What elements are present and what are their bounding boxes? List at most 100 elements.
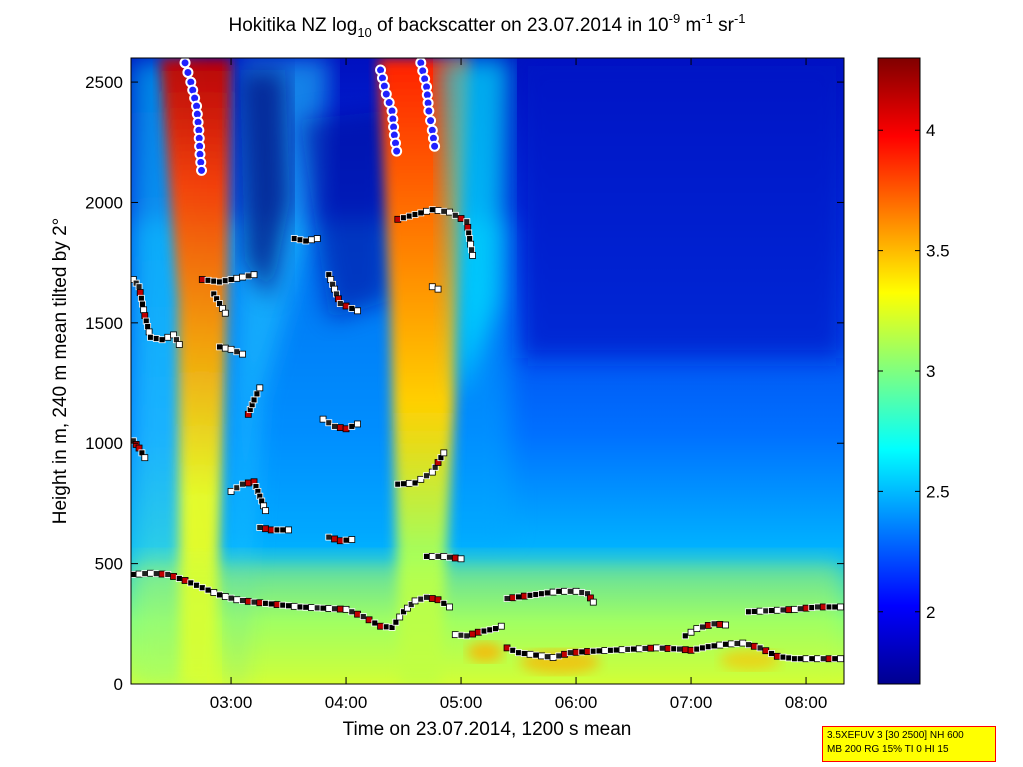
colorbar-tick-label: 2 (926, 603, 935, 622)
layer-marker (572, 587, 580, 595)
layer-marker (313, 235, 321, 242)
layer-marker (745, 608, 752, 616)
layer-marker (135, 283, 143, 291)
layer-marker (336, 300, 344, 307)
layer-marker (549, 654, 557, 661)
x-tick-label: 06:00 (555, 693, 598, 712)
layer-marker (773, 652, 781, 660)
layer-marker (503, 644, 511, 652)
layer-marker (584, 648, 591, 655)
layer-marker (440, 207, 448, 215)
layer-marker (354, 307, 361, 315)
layer-marker (388, 624, 396, 631)
colorbar-tick-label: 2.5 (926, 482, 950, 501)
layer-marker (618, 646, 626, 654)
layer-marker (423, 207, 430, 215)
layer-marker (486, 626, 494, 634)
y-tick-label: 1500 (85, 314, 123, 333)
layer-marker (262, 525, 269, 533)
layer-marker (819, 655, 827, 663)
layer-marker (250, 396, 258, 404)
layer-marker (733, 640, 741, 647)
layer-marker (653, 644, 660, 652)
layer-marker (137, 294, 145, 302)
layer-marker (417, 475, 425, 483)
layer-marker (532, 591, 540, 598)
layer-marker (555, 587, 563, 595)
layer-marker (204, 586, 212, 594)
layer-marker (392, 618, 400, 626)
layer-marker (469, 630, 476, 638)
layer-marker (244, 479, 252, 487)
layer-marker (463, 218, 471, 226)
layer-marker (532, 651, 540, 659)
layer-marker (704, 622, 712, 629)
layer-marker (256, 599, 264, 607)
layer-marker (423, 472, 430, 480)
layer-marker (773, 606, 781, 614)
layer-marker (256, 384, 264, 392)
cloud-top-marker (196, 164, 208, 176)
layer-marker (411, 211, 419, 218)
layer-marker (647, 644, 655, 652)
layer-marker (480, 627, 488, 635)
layer-marker (221, 593, 229, 600)
layer-marker (446, 553, 453, 561)
layer-marker (233, 484, 241, 492)
layer-markers (131, 206, 844, 663)
layer-marker (428, 595, 436, 602)
layer-marker (543, 653, 551, 661)
layer-marker (239, 273, 246, 281)
x-tick-label: 08:00 (785, 693, 828, 712)
layer-marker (837, 603, 844, 611)
layer-marker (572, 648, 580, 656)
layer-marker (348, 304, 356, 312)
info-box: 3.5XEFUV 3 [30 2500] NH 600 MB 200 RG 15… (822, 726, 996, 762)
layer-marker (520, 650, 528, 657)
layer-marker (664, 645, 672, 652)
layer-marker (658, 644, 666, 652)
x-tick-label: 07:00 (670, 693, 713, 712)
layer-marker (336, 424, 344, 431)
layer-marker (250, 598, 258, 606)
layer-marker (285, 602, 292, 610)
layer-marker (221, 309, 229, 317)
layer-marker (635, 645, 643, 653)
layer-marker (400, 214, 407, 222)
layer-marker (578, 589, 586, 596)
layer-marker (267, 526, 275, 534)
layer-marker (601, 647, 609, 654)
layer-marker (543, 589, 551, 597)
layer-marker (216, 278, 223, 286)
layer-marker (396, 613, 404, 621)
layer-marker (140, 306, 148, 314)
layer-marker (348, 422, 356, 430)
layer-marker (336, 605, 344, 613)
layer-marker (825, 603, 833, 611)
layer-marker (561, 650, 568, 658)
layer-marker (779, 653, 787, 661)
layer-marker (466, 235, 474, 242)
layer-marker (400, 608, 407, 616)
layer-marker (750, 608, 758, 615)
layer-marker (198, 584, 206, 592)
layer-marker (561, 587, 568, 595)
layer-marker (779, 606, 787, 614)
layer-marker (394, 215, 402, 223)
layer-marker (699, 623, 706, 631)
layer-marker (302, 603, 310, 611)
cloud-top-marker (182, 66, 194, 78)
layer-marker (434, 207, 442, 214)
layer-marker (538, 590, 545, 598)
layer-marker (808, 655, 816, 663)
layer-marker (296, 603, 304, 611)
layer-marker (336, 537, 344, 545)
layer-marker (348, 608, 356, 616)
layer-marker (676, 645, 683, 653)
x-tick-label: 03:00 (210, 693, 253, 712)
layer-marker (175, 341, 183, 348)
layer-marker (325, 419, 333, 427)
layer-marker (181, 577, 189, 584)
layer-marker (819, 603, 827, 611)
layer-marker (589, 598, 597, 606)
